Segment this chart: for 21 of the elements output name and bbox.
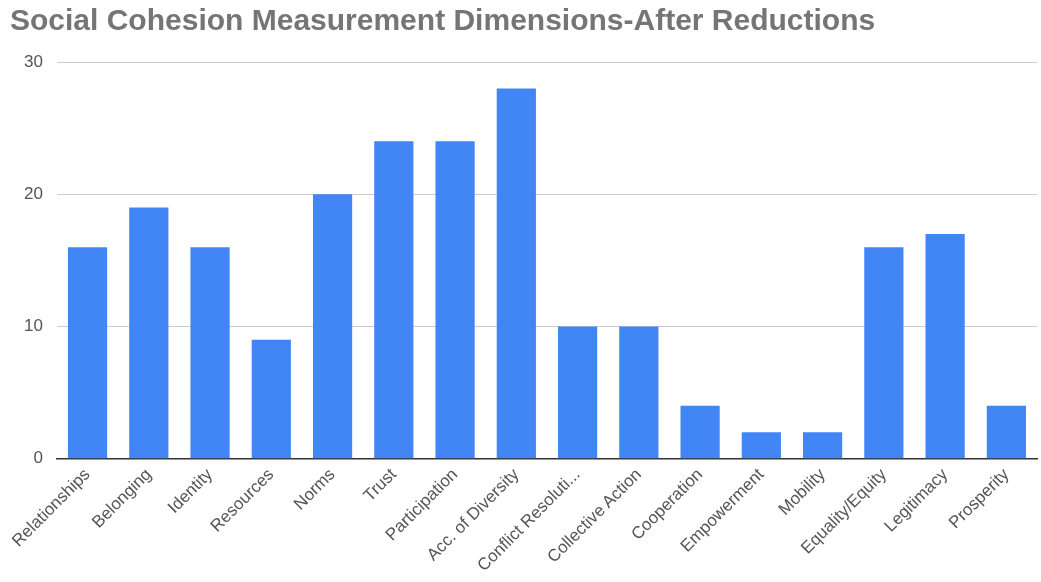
y-tick-label: 30 [23, 51, 43, 71]
y-tick-label: 0 [33, 448, 43, 468]
bar [925, 233, 965, 459]
bar [680, 405, 720, 459]
bar [864, 247, 904, 459]
bar [496, 88, 536, 459]
y-tick-label: 10 [23, 316, 43, 336]
chart-title: Social Cohesion Measurement Dimensions-After Reductions [10, 3, 876, 37]
y-tick-label: 20 [23, 183, 43, 203]
bar [129, 207, 169, 459]
bar [251, 339, 291, 459]
bar [619, 326, 659, 459]
bar [67, 247, 108, 459]
bar [190, 247, 230, 459]
bar [374, 141, 414, 459]
bar [435, 141, 475, 459]
bar [557, 326, 598, 459]
bar [986, 405, 1026, 459]
bar [803, 432, 843, 459]
bar [741, 432, 781, 459]
bar [312, 194, 353, 459]
